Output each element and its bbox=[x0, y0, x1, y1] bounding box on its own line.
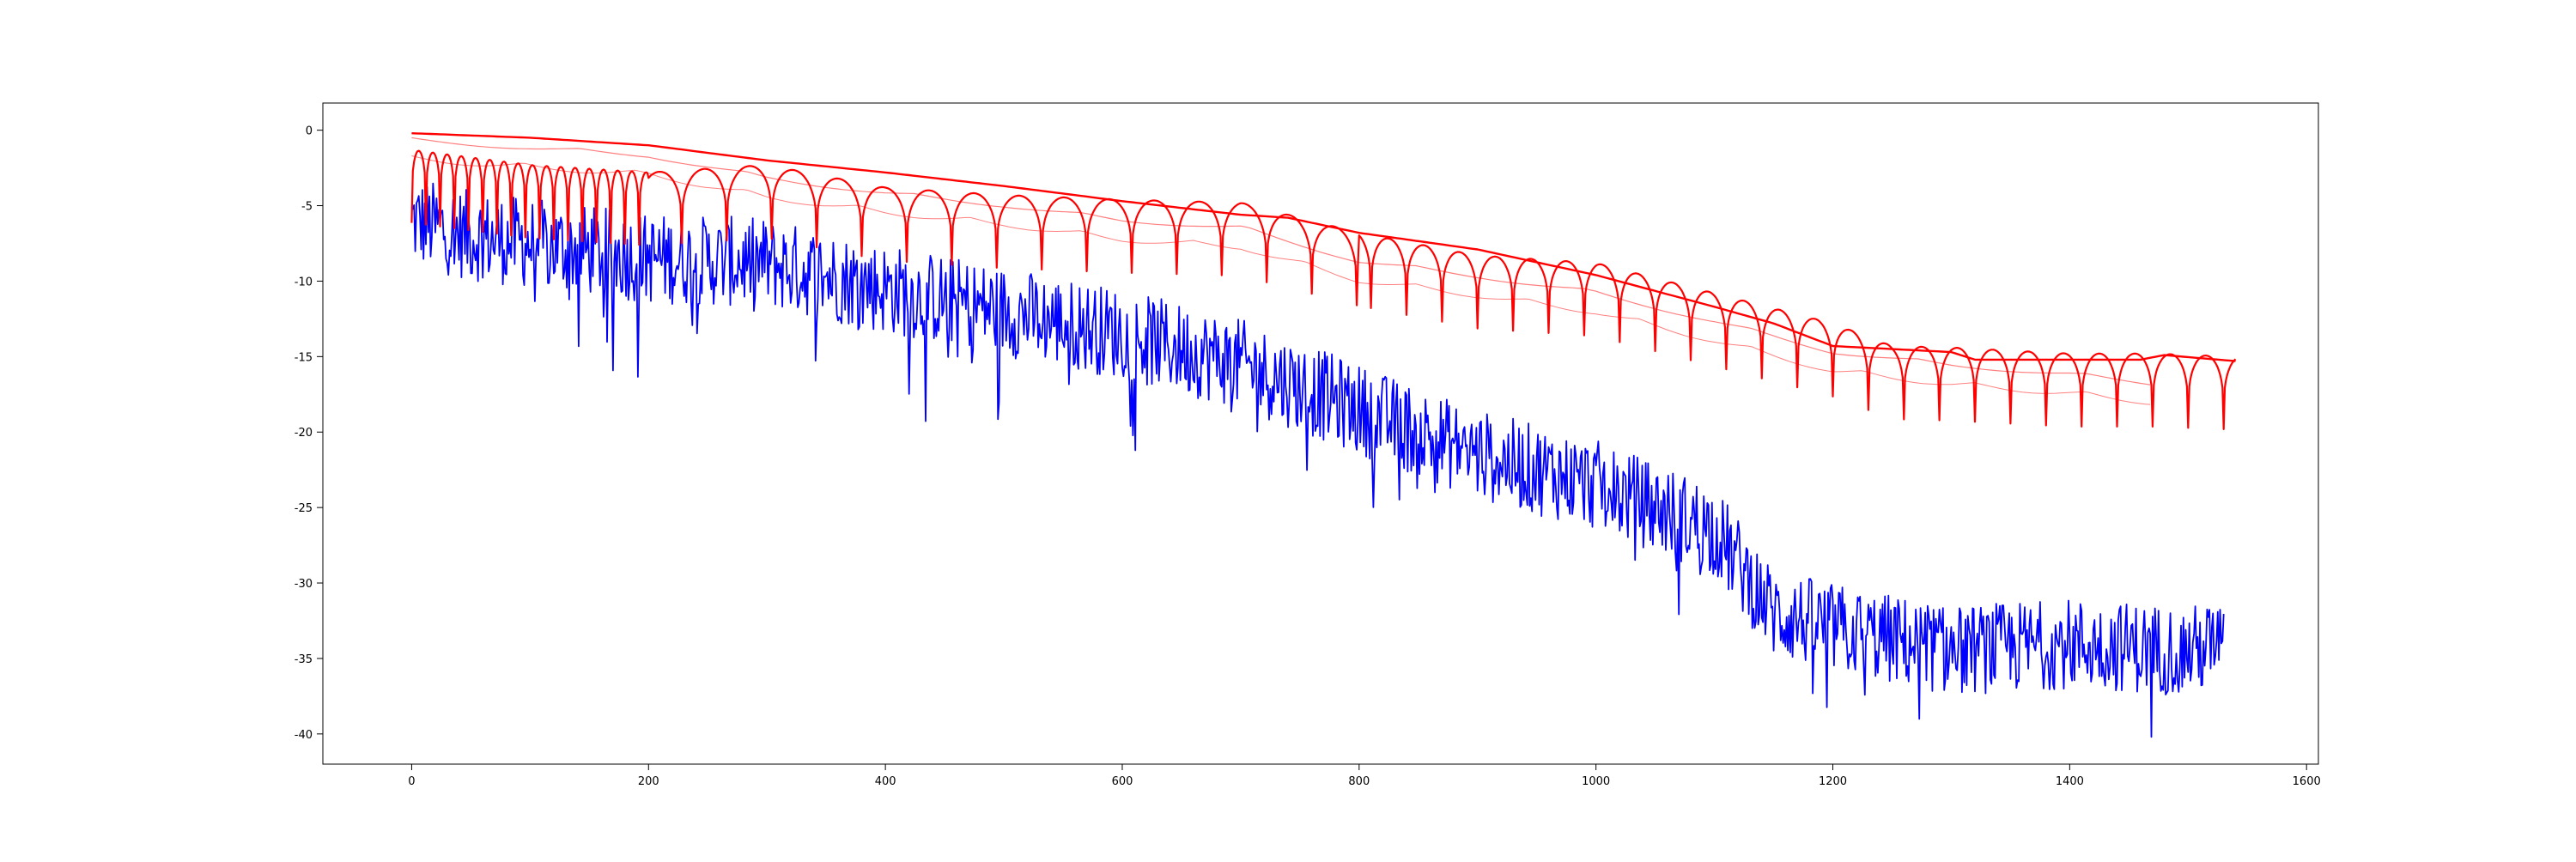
plot-frame bbox=[322, 102, 2319, 765]
x-tick-label: 400 bbox=[875, 775, 896, 788]
x-tick-label: 1200 bbox=[1819, 775, 1847, 788]
series-line-noisy bbox=[410, 182, 2225, 738]
y-tick-label: 0 bbox=[306, 125, 313, 138]
y-tick-label: -10 bbox=[295, 276, 313, 288]
x-tick-label: 0 bbox=[408, 775, 415, 788]
series-line-faint-secondary bbox=[411, 155, 2151, 405]
x-tick-label: 1400 bbox=[2056, 775, 2084, 788]
y-tick-label: -30 bbox=[295, 578, 313, 591]
y-tick-label: -25 bbox=[295, 502, 313, 515]
axis-layer: 0 200 400 600 800 1000 1200 1400 1600 0 -5 -10 -15 -2… bbox=[295, 125, 2321, 788]
y-tick-label: -40 bbox=[295, 729, 313, 742]
y-tick-label: -15 bbox=[295, 351, 313, 364]
series-line-envelope bbox=[411, 132, 2236, 362]
y-tick-label: -5 bbox=[301, 201, 313, 214]
x-tick-label: 1600 bbox=[2293, 775, 2321, 788]
y-tick-label: -20 bbox=[295, 427, 313, 440]
x-tick-label: 200 bbox=[638, 775, 659, 788]
series-layer bbox=[410, 132, 2237, 738]
x-tick-label: 600 bbox=[1112, 775, 1133, 788]
series-line-oscillating bbox=[410, 149, 2237, 430]
series-line-faint bbox=[411, 137, 2151, 385]
x-tick-label: 800 bbox=[1348, 775, 1370, 788]
y-tick-label: -35 bbox=[295, 653, 313, 666]
x-tick-label: 1000 bbox=[1582, 775, 1610, 788]
